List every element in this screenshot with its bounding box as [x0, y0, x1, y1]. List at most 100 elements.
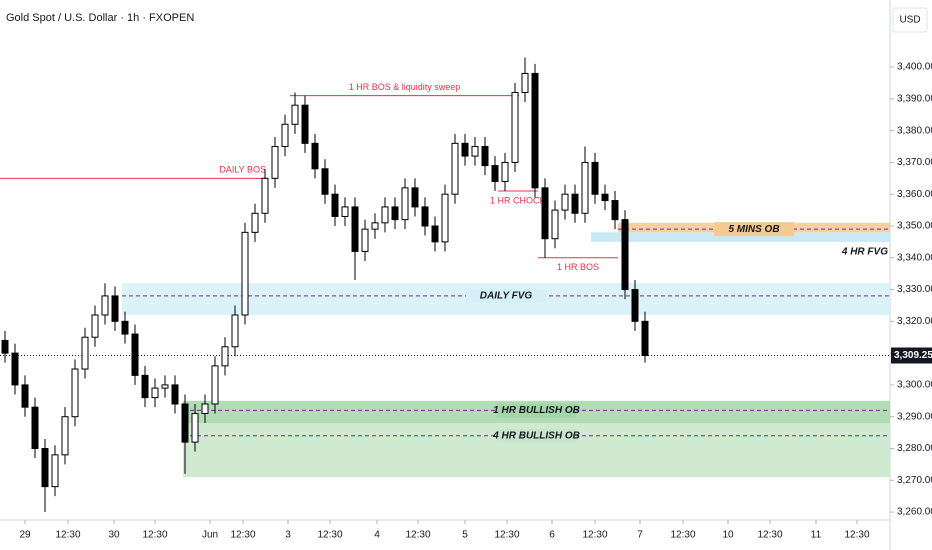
candle-body: [41, 447, 49, 488]
candle-body: [361, 228, 369, 252]
currency[interactable]: USD: [899, 15, 920, 26]
candle-body: [51, 454, 59, 488]
y-tick-label: 3,390.00: [897, 93, 932, 104]
candle-body: [301, 104, 309, 144]
y-tick-label: 3,300.00: [897, 380, 932, 391]
candle-body: [291, 104, 299, 125]
candle-body: [531, 72, 539, 189]
candle-body: [171, 384, 179, 405]
candle-body: [381, 206, 389, 224]
zone-label: 4 HR BULLISH OB: [492, 430, 580, 441]
zone-label: 1 HR BULLISH OB: [493, 405, 580, 416]
candle-body: [401, 187, 409, 221]
x-tick-label: 10: [722, 530, 734, 541]
zone-label-bg: [714, 222, 794, 237]
y-tick-label: 3,260.00: [897, 507, 932, 518]
zone: [591, 232, 890, 242]
y-tick-label: 3,370.00: [897, 157, 932, 168]
candle-body: [351, 206, 359, 252]
candle-body: [1, 339, 9, 354]
candle-body: [211, 365, 219, 405]
candle-body: [311, 142, 319, 170]
y-tick-label: 3,330.00: [897, 284, 932, 295]
candle-body: [411, 187, 419, 208]
candle-body: [621, 219, 629, 291]
candle-body: [451, 142, 459, 195]
y-tick-label: 3,280.00: [897, 443, 932, 454]
candle-body: [91, 314, 99, 338]
candle-body: [231, 314, 239, 348]
level-label: 1 HR BOS & liquidity sweep: [349, 82, 461, 92]
candle-body: [561, 193, 569, 211]
candle-body: [421, 206, 429, 227]
x-tick-label: 12:30: [55, 530, 80, 541]
y-tick-label: 3,270.00: [897, 475, 932, 486]
candle-body: [271, 146, 279, 179]
x-tick-label: 12:30: [230, 530, 255, 541]
x-tick-label: 3: [285, 530, 291, 541]
candle-body: [151, 387, 159, 399]
zone-label-bg: [466, 288, 546, 303]
candle-body: [201, 403, 209, 415]
candle-body: [461, 142, 469, 157]
candle-body: [251, 212, 259, 233]
x-tick-label: 12:30: [317, 530, 342, 541]
candle-body: [521, 72, 529, 93]
x-tick-label: 6: [549, 530, 555, 541]
candle-body: [591, 161, 599, 195]
y-tick-label: 3,290.00: [897, 411, 932, 422]
candle-body: [61, 416, 69, 456]
zone-label-bg: [496, 403, 577, 418]
candle-body: [441, 193, 449, 243]
x-tick-label: 12:30: [142, 530, 167, 541]
candle-body: [101, 295, 109, 316]
candle-body: [321, 168, 329, 195]
x-tick-label: 4: [374, 530, 380, 541]
x-tick-label: Jun: [202, 530, 218, 541]
zone-label: 4 HR FVG: [841, 247, 888, 258]
candle-body: [181, 403, 189, 443]
zone-label: DAILY FVG: [480, 291, 533, 302]
level-label: 1 HR BOS: [557, 262, 599, 272]
candle-body: [141, 374, 149, 399]
currency-button[interactable]: [892, 7, 928, 33]
candle-body: [221, 346, 229, 367]
y-tick-label: 3,380.00: [897, 125, 932, 136]
zone-label-bg: [496, 428, 577, 443]
candle-body: [511, 91, 519, 163]
last-price-tag: [891, 347, 932, 364]
level-label: 1 HR CHOCH: [490, 195, 546, 205]
candle-body: [21, 384, 29, 408]
candle-body: [631, 289, 639, 322]
candle-body: [31, 406, 39, 449]
zone-label: 5 MINS OB: [728, 224, 779, 235]
x-tick-label: 12:30: [582, 530, 607, 541]
candle-body: [71, 368, 79, 418]
y-tick-label: 3,350.00: [897, 221, 932, 232]
candle-body: [501, 161, 509, 182]
candle-body: [541, 187, 549, 240]
candle-body: [121, 320, 129, 335]
candle-body: [491, 165, 499, 182]
candle-body: [261, 177, 269, 214]
y-tick-label: 3,400.00: [897, 62, 932, 73]
y-tick-label: 3,340.00: [897, 252, 932, 263]
candle-body: [481, 146, 489, 167]
candle-body: [431, 225, 439, 243]
x-tick-label: 29: [19, 530, 31, 541]
x-tick-label: 12:30: [494, 530, 519, 541]
x-tick-label: 30: [108, 530, 120, 541]
candle-body: [331, 193, 339, 217]
candle-body: [11, 352, 19, 386]
x-tick-label: 12:30: [757, 530, 782, 541]
candle-body: [571, 193, 579, 214]
candle-body: [551, 209, 559, 240]
candle-body: [341, 206, 349, 217]
candle-body: [81, 336, 89, 370]
x-tick-label: 12:30: [844, 530, 869, 541]
last-price-label: 3,309.25: [894, 350, 932, 361]
candle-body: [371, 222, 379, 230]
level-label: DAILY BOS: [219, 165, 266, 175]
candle-body: [581, 161, 589, 214]
